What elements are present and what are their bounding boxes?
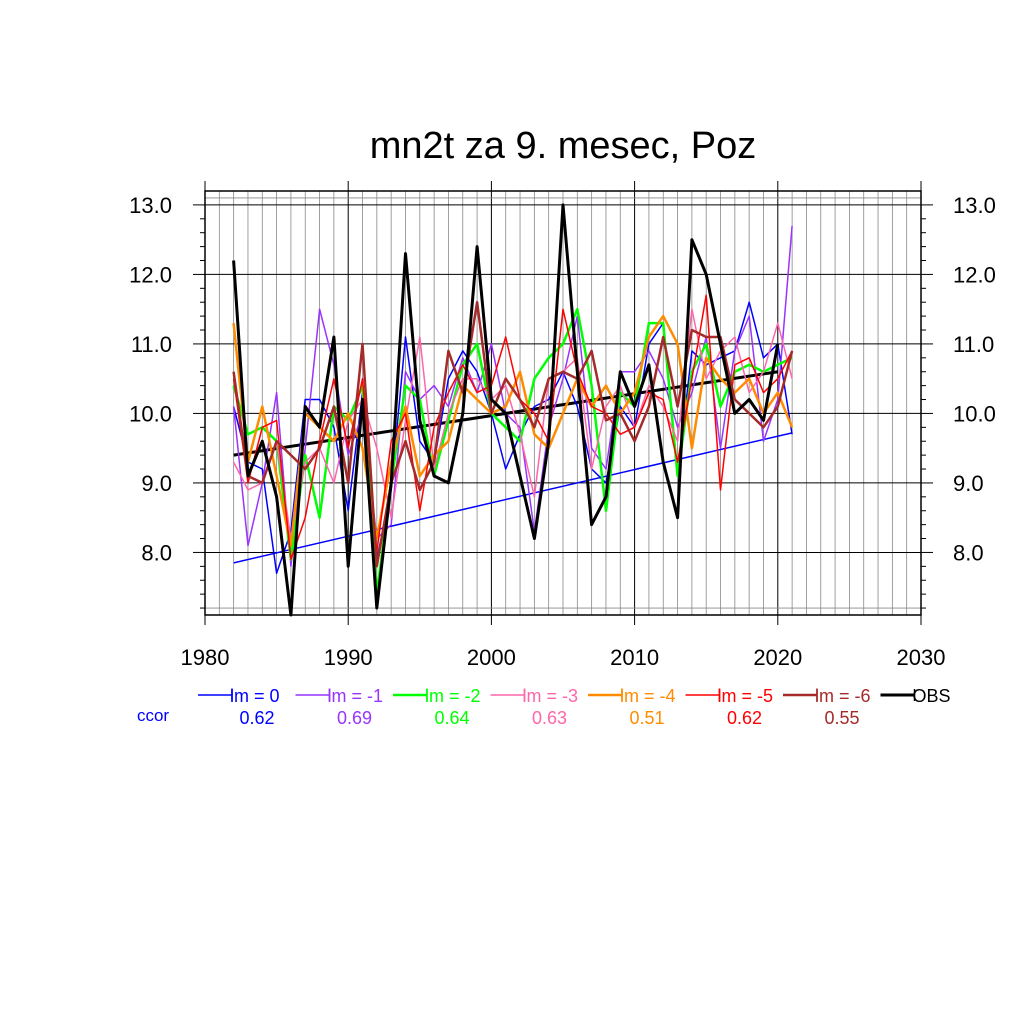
y-tick-label-right: 8.0 bbox=[953, 540, 984, 565]
legend-ccor-value: 0.63 bbox=[532, 708, 567, 728]
x-tick-label: 1990 bbox=[324, 645, 373, 670]
y-tick-label-right: 12.0 bbox=[953, 262, 996, 287]
x-tick-label: 2030 bbox=[897, 645, 946, 670]
legend-label: lm = -2 bbox=[425, 686, 481, 706]
x-tick-label: 1980 bbox=[181, 645, 230, 670]
series-line bbox=[232, 300, 794, 568]
series-line bbox=[232, 203, 780, 617]
series-line bbox=[232, 294, 793, 561]
legend-label: lm = -6 bbox=[815, 686, 871, 706]
x-tick-label: 2000 bbox=[467, 645, 516, 670]
y-tick-label-right: 10.0 bbox=[953, 401, 996, 426]
y-tick-label-left: 12.0 bbox=[129, 262, 172, 287]
x-axis-labels: 1980 1990 2000 2010 2020 2030 bbox=[181, 645, 946, 670]
legend-label: lm = 0 bbox=[230, 686, 280, 706]
grid bbox=[205, 191, 921, 615]
trend-line bbox=[233, 432, 793, 564]
y-tick-label-left: 9.0 bbox=[141, 471, 172, 496]
y-tick-label-right: 13.0 bbox=[953, 193, 996, 218]
legend-ccor-value: 0.62 bbox=[239, 708, 274, 728]
series-line bbox=[232, 307, 793, 596]
legend-ccor-value: 0.51 bbox=[629, 708, 664, 728]
legend-ccor-value: 0.69 bbox=[337, 708, 372, 728]
y-tick-label-right: 9.0 bbox=[953, 471, 984, 496]
series-lines bbox=[232, 203, 794, 617]
trend-lines bbox=[233, 370, 793, 564]
legend-ccor-value: 0.64 bbox=[434, 708, 469, 728]
legend-ccor-value: 0.55 bbox=[824, 708, 859, 728]
chart-title: mn2t za 9. mesec, Poz bbox=[370, 125, 757, 167]
series-line bbox=[232, 308, 793, 540]
y-tick-label-left: 8.0 bbox=[141, 540, 172, 565]
plot-area: 1980 1990 2000 2010 2020 2030 8.0 9.0 10.0 11.0 1… bbox=[129, 181, 996, 670]
legend-ccor-value: 0.62 bbox=[727, 708, 762, 728]
series-line bbox=[232, 225, 793, 568]
y-tick-label-left: 13.0 bbox=[129, 193, 172, 218]
axis-ticks bbox=[193, 181, 933, 625]
y-tick-label-left: 10.0 bbox=[129, 401, 172, 426]
plot-frame bbox=[204, 190, 922, 616]
y-axis-labels-left: 8.0 9.0 10.0 11.0 12.0 13.0 bbox=[129, 193, 172, 566]
series-line bbox=[232, 301, 793, 575]
y-tick-label-left: 11.0 bbox=[131, 332, 172, 357]
legend-label: OBS bbox=[913, 686, 951, 706]
x-tick-label: 2020 bbox=[753, 645, 802, 670]
legend-label: lm = -5 bbox=[718, 686, 774, 706]
y-axis-labels-right: 8.0 9.0 10.0 11.0 12.0 13.0 bbox=[953, 193, 996, 566]
legend-label: lm = -1 bbox=[328, 686, 384, 706]
legend-label: lm = -3 bbox=[523, 686, 579, 706]
y-tick-label-right: 11.0 bbox=[953, 332, 994, 357]
legend-label: lm = -4 bbox=[620, 686, 676, 706]
x-tick-label: 2010 bbox=[610, 645, 659, 670]
ccor-label: ccor bbox=[137, 706, 169, 725]
